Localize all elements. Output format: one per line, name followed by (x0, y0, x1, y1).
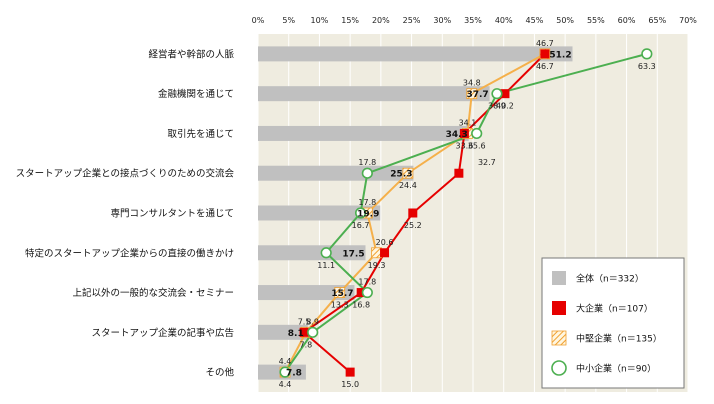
large-data-label: 25.2 (404, 221, 422, 230)
large-marker (459, 128, 469, 138)
x-tick-label: 5% (282, 16, 295, 25)
x-tick-label: 15% (341, 16, 359, 25)
mid-data-label: 17.8 (358, 198, 376, 207)
mid-data-label: 24.4 (399, 181, 417, 190)
small-marker (361, 167, 373, 179)
legend-swatch-mid (551, 330, 567, 346)
small-marker (471, 127, 483, 140)
small-marker (491, 88, 503, 100)
large-marker (380, 248, 390, 258)
large-marker (345, 367, 355, 377)
small-data-label: 63.3 (638, 62, 656, 71)
bar (258, 285, 355, 301)
x-tick-label: 60% (618, 16, 636, 25)
x-tick-label: 30% (433, 16, 451, 25)
large-marker (540, 49, 550, 59)
legend-swatch-small (551, 360, 567, 376)
category-label: スタートアップ企業との接点づくりのための交流会 (16, 168, 235, 180)
large-data-label: 33.6 (455, 141, 473, 150)
large-data-label: 46.7 (536, 62, 554, 71)
mid-data-label: 34.8 (463, 79, 481, 88)
small-data-label: 16.7 (352, 221, 370, 230)
bar-value-label: 34.3 (446, 130, 468, 140)
category-label: その他 (205, 367, 234, 379)
x-tick-label: 65% (648, 16, 666, 25)
x-tick-label: 35% (464, 16, 482, 25)
category-label: 専門コンサルタントを通じて (110, 208, 234, 220)
large-data-label: 16.8 (352, 301, 370, 310)
small-data-label: 17.8 (358, 158, 376, 167)
bar-value-label: 7.8 (286, 369, 302, 379)
category-label: 特定のスタートアップ企業からの直接の働きかけ (25, 247, 234, 259)
mid-marker (334, 287, 346, 298)
bar (258, 86, 490, 102)
category-label: スタートアップ企業の記事や広告 (91, 327, 234, 339)
x-tick-label: 10% (311, 16, 329, 25)
large-data-label: 7.5 (298, 317, 311, 326)
mid-data-label: 4.4 (279, 380, 292, 389)
bar (258, 125, 469, 141)
bar (258, 205, 381, 221)
small-data-label: 35.6 (468, 141, 486, 150)
x-tick-label: 45% (526, 16, 544, 25)
legend-swatch-large (552, 301, 566, 315)
small-data-label: 4.4 (279, 357, 292, 366)
bar-value-label: 8.1 (288, 329, 304, 339)
mid-marker (466, 88, 478, 100)
legend-label: 大企業（n＝107） (576, 303, 653, 315)
small-marker (361, 286, 373, 299)
bar-value-label: 17.5 (342, 249, 364, 259)
small-marker (307, 326, 319, 338)
small-data-label: 38.9 (488, 102, 506, 111)
bar-value-label: 25.3 (390, 170, 412, 180)
large-marker (454, 168, 464, 178)
x-tick-label: 20% (372, 16, 390, 25)
large-marker (299, 327, 309, 337)
x-tick-label: 70% (679, 16, 697, 25)
bar (258, 46, 573, 62)
large-marker (500, 89, 510, 99)
mid-marker (402, 167, 414, 179)
bar (258, 165, 414, 181)
x-tick-label: 0% (252, 16, 265, 25)
legend-label: 全体（n＝332） (576, 273, 644, 285)
large-data-label: 40.2 (496, 102, 514, 111)
mid-data-label: 7.8 (300, 340, 313, 349)
x-tick-label: 55% (587, 16, 605, 25)
large-data-label: 20.6 (376, 238, 394, 247)
category-label: 取引先を通じて (167, 128, 234, 140)
bar (258, 324, 308, 340)
legend-label: 中堅企業（n＝135） (576, 333, 662, 345)
small-data-label: 17.8 (358, 278, 376, 287)
x-tick-label: 25% (403, 16, 421, 25)
large-data-label: 32.7 (478, 158, 496, 167)
category-label: 上記以外の一般的な交流会・セミナー (72, 287, 234, 299)
legend-swatch-total (552, 271, 566, 285)
mid-data-label: 13.3 (331, 301, 349, 310)
bar-value-label: 37.7 (466, 90, 488, 100)
category-label: 金融機関を通じて (158, 88, 234, 100)
mid-data-label: 19.3 (368, 261, 386, 270)
small-marker (320, 247, 332, 259)
small-marker (354, 207, 367, 219)
mid-data-label: 34.1 (459, 118, 477, 127)
small-marker (641, 48, 653, 60)
bar-value-label: 15.7 (331, 289, 353, 299)
large-marker (356, 288, 366, 298)
x-tick-label: 50% (556, 16, 574, 25)
large-marker (408, 208, 418, 218)
bar-value-label: 51.2 (549, 50, 571, 60)
x-tick-label: 40% (495, 16, 513, 25)
bar (258, 245, 366, 261)
legend-label: 中小企業（n＝90） (576, 363, 656, 375)
small-marker (279, 366, 291, 378)
category-label: 経営者や幹部の人脈 (148, 48, 234, 60)
small-data-label: 8.9 (306, 317, 319, 326)
large-data-label: 15.0 (341, 380, 359, 389)
bar-value-label: 19.9 (357, 210, 379, 220)
mid-data-label: 46.7 (536, 39, 554, 48)
small-data-label: 11.1 (317, 261, 335, 270)
